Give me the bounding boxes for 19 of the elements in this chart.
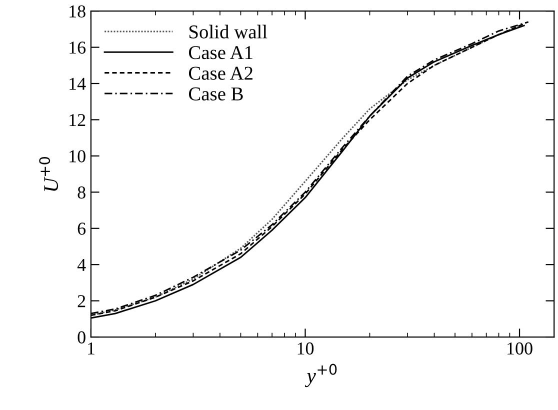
y-axis-title: U$^{+0}$ [39, 157, 58, 191]
y-tick-label: 8 [78, 186, 86, 199]
legend-label: Case A2 [188, 66, 252, 80]
y-tick-label: 2 [78, 295, 86, 308]
y-tick-label: 14 [70, 78, 86, 90]
legend-label: Case A1 [188, 46, 252, 60]
legend-label: Solid wall [189, 24, 268, 38]
x-axis-title: y$^{+0}$ [304, 364, 337, 388]
y-tick-label: 16 [70, 42, 86, 54]
x-tick-label: 1 [88, 342, 94, 354]
x-tick-label: 100 [508, 342, 532, 355]
x-tick-label: 10 [298, 342, 314, 355]
y-tick-label: 4 [77, 258, 86, 271]
y-tick-label: 0 [78, 331, 86, 344]
y-tick-label: 6 [78, 222, 86, 235]
y-tick-label: 10 [70, 150, 86, 162]
y-tick-label: 18 [70, 5, 86, 18]
y-tick-label: 12 [70, 114, 86, 126]
legend-label: Case B [188, 87, 243, 100]
